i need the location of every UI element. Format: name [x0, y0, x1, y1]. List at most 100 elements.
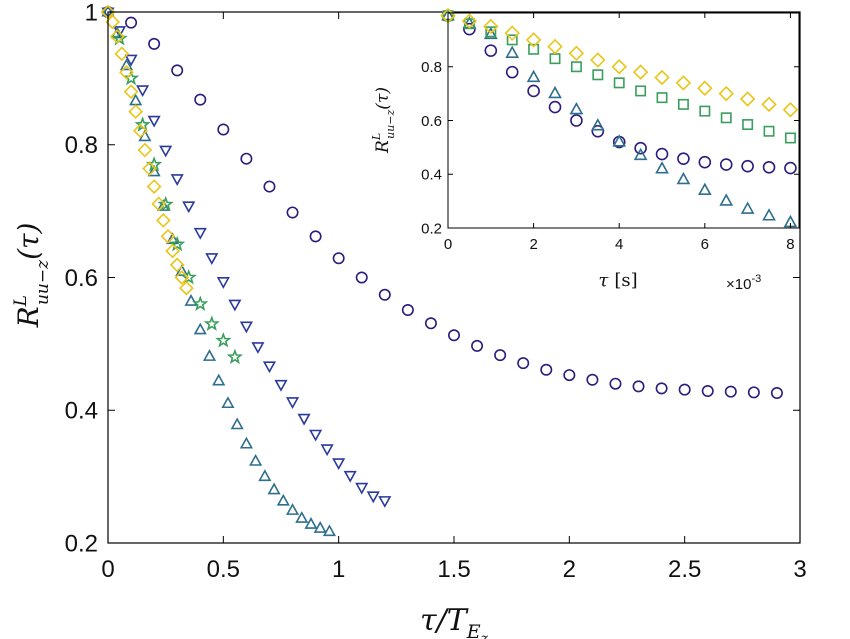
main-point-s0-15 — [447, 329, 460, 342]
main-point-s0-24 — [655, 382, 668, 395]
main-x-tick-label: 1.5 — [437, 556, 470, 583]
main-y-tick-label: 0.4 — [65, 398, 98, 425]
main-point-s0-29 — [770, 386, 783, 399]
main-point-s0-7 — [263, 180, 276, 193]
main-point-s0-5 — [217, 123, 230, 136]
inset-point-s3-4 — [525, 32, 542, 48]
main-point-s0-22 — [609, 377, 622, 390]
inset-point-s1-13 — [719, 193, 734, 206]
main-point-s2-17 — [258, 469, 272, 482]
main-point-s4-11 — [151, 196, 167, 212]
inset-point-s2-2 — [485, 26, 497, 38]
main-point-s4-3 — [114, 46, 130, 62]
main-x-tick-label: 0 — [101, 556, 114, 583]
main-point-s4-14 — [165, 243, 180, 259]
main-point-s1-19 — [320, 444, 334, 457]
main-point-s0-9 — [309, 230, 322, 243]
main-point-s2-20 — [285, 503, 300, 515]
inset-x-tick-label: 6 — [701, 236, 709, 253]
inset-point-s2-12 — [699, 105, 711, 117]
main-point-s0-21 — [586, 373, 599, 386]
inset-point-s2-11 — [677, 98, 689, 110]
main-point-s4-8 — [137, 142, 153, 158]
main-point-s1-22 — [355, 482, 369, 495]
main-point-s1-16 — [285, 397, 300, 409]
inset-point-s3-10 — [654, 69, 670, 86]
main-axes-ticks: 0 0.5 1 1.5 2 2.5 3 0.2 0.4 0.6 0.8 1 — [65, 0, 807, 583]
main-point-s0-3 — [171, 64, 184, 77]
main-point-s2-11 — [202, 349, 217, 361]
inset-y-tick-label: 0.6 — [421, 113, 442, 130]
main-point-s4-7 — [132, 123, 148, 139]
inset-point-s3-15 — [761, 96, 777, 113]
main-point-s3-1 — [122, 69, 140, 86]
main-point-s0-17 — [494, 349, 507, 362]
main-point-s4-2 — [109, 29, 125, 44]
main-point-s3-2 — [134, 116, 151, 132]
main-point-s3-9 — [215, 331, 232, 348]
main-point-s1-24 — [378, 496, 392, 508]
main-point-s0-2 — [148, 37, 161, 50]
inset-point-s2-14 — [742, 119, 754, 131]
main-point-s1-12 — [239, 321, 253, 334]
inset-point-s0-9 — [634, 141, 647, 155]
main-point-s1-8 — [193, 227, 207, 240]
main-point-s3-10 — [226, 348, 243, 365]
inset-x-tick-label: 0 — [444, 236, 452, 253]
main-point-s0-23 — [632, 380, 645, 393]
inset-point-s3-1 — [461, 13, 478, 29]
inset-y-tick-label: 0.2 — [421, 220, 442, 237]
inset-point-s2-8 — [613, 77, 625, 89]
inset-point-s3-8 — [611, 59, 627, 75]
inset-point-s0-11 — [677, 152, 690, 165]
main-point-s0-20 — [563, 369, 576, 382]
inset-point-s2-4 — [528, 43, 540, 55]
inset-x-tick-label: 8 — [786, 236, 794, 253]
inset-point-s0-14 — [741, 159, 754, 173]
main-point-s4-10 — [146, 179, 162, 194]
main-point-s1-3 — [136, 85, 150, 98]
main-point-s0-27 — [724, 385, 737, 398]
main-point-s4-16 — [174, 270, 190, 285]
main-point-s1-11 — [228, 299, 242, 312]
inset-point-s0-6 — [570, 114, 583, 127]
main-point-s4-13 — [160, 228, 176, 244]
inset-point-s0-1 — [463, 22, 476, 36]
main-point-s1-4 — [147, 115, 161, 128]
inset-point-s0-4 — [527, 84, 540, 98]
main-point-s4-6 — [128, 104, 144, 119]
inset-point-s3-6 — [568, 45, 585, 62]
inset-point-s3-16 — [782, 102, 799, 118]
inset-point-s3-13 — [718, 85, 734, 102]
main-plot-markers — [100, 4, 783, 537]
main-point-s0-25 — [678, 383, 691, 396]
main-y-tick-label: 0.2 — [65, 530, 98, 557]
main-point-s2-12 — [212, 373, 226, 386]
main-y-tick-label: 0.8 — [65, 132, 98, 159]
main-point-s1-18 — [309, 429, 323, 442]
inset-point-s0-2 — [484, 44, 498, 57]
main-point-s2-24 — [322, 524, 336, 537]
inset-x-exponent: ×10-3 — [726, 273, 761, 293]
main-point-s0-16 — [471, 339, 484, 352]
main-point-s1-15 — [274, 379, 288, 392]
inset-point-s1-12 — [697, 182, 712, 196]
main-x-axis-label: τ/TEz — [420, 603, 489, 639]
inset-point-s2-15 — [763, 125, 775, 137]
main-point-s2-6 — [156, 199, 170, 211]
inset-point-s3-5 — [547, 38, 563, 55]
main-point-s2-2 — [119, 58, 134, 71]
inset-point-s1-7 — [590, 118, 605, 131]
main-point-s0-18 — [517, 357, 530, 370]
inset-point-s0-16 — [784, 161, 797, 175]
inset-point-s3-11 — [675, 75, 692, 91]
inset-point-s3-9 — [632, 64, 649, 80]
inset-background — [448, 13, 799, 228]
inset-point-s1-4 — [526, 69, 541, 83]
main-y-axis-label: RL uu−z(τ) — [11, 223, 53, 329]
main-point-s0-13 — [401, 304, 414, 317]
main-x-tick-label: 3 — [793, 556, 806, 583]
inset-y-tick-label: 0.4 — [421, 167, 442, 184]
inset-point-s1-8 — [612, 134, 627, 147]
